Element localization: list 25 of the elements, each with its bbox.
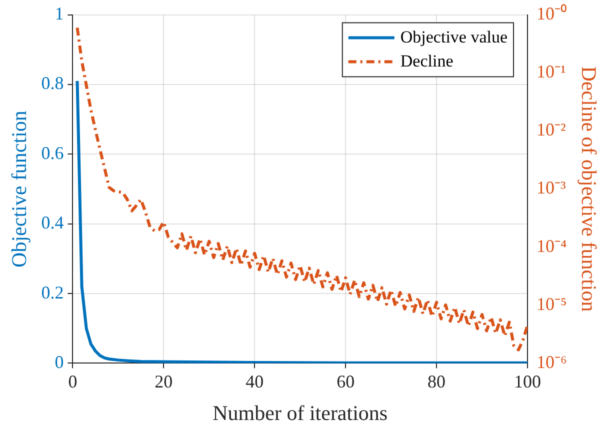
x-tick-label: 0 <box>68 372 78 392</box>
y2-tick-label: 10⁻⁰ <box>536 4 567 24</box>
x-tick-label: 60 <box>336 372 355 392</box>
x-tick-label: 20 <box>154 372 173 392</box>
y-tick-label: 0.2 <box>41 282 64 302</box>
x-tick-label: 40 <box>246 372 264 392</box>
y-tick-label: 1 <box>54 4 64 24</box>
y2-axis-title: Decline of objective function <box>576 66 601 312</box>
y2-tick-label: 10⁻² <box>536 120 566 140</box>
x-tick-label: 80 <box>428 372 446 392</box>
y2-tick-label: 10⁻⁴ <box>536 236 567 256</box>
y2-tick-label: 10⁻¹ <box>536 62 566 82</box>
x-tick-label: 100 <box>514 372 542 392</box>
y-tick-label: 0.8 <box>41 73 64 94</box>
line-series <box>76 26 528 352</box>
legend-label: Objective value <box>400 27 508 46</box>
x-axis-title: Number of iterations <box>212 400 388 425</box>
y2-tick-label: 10⁻⁶ <box>536 352 567 372</box>
y2-tick-label: 10⁻³ <box>536 178 567 198</box>
y-axis-title: Objective function <box>7 110 32 268</box>
y-tick-label: 0.6 <box>41 142 64 163</box>
y-tick-label: 0 <box>54 352 64 372</box>
y-tick-label: 0.4 <box>41 212 64 233</box>
legend-label: Decline <box>400 51 454 70</box>
y2-tick-label: 10⁻⁵ <box>536 294 567 314</box>
